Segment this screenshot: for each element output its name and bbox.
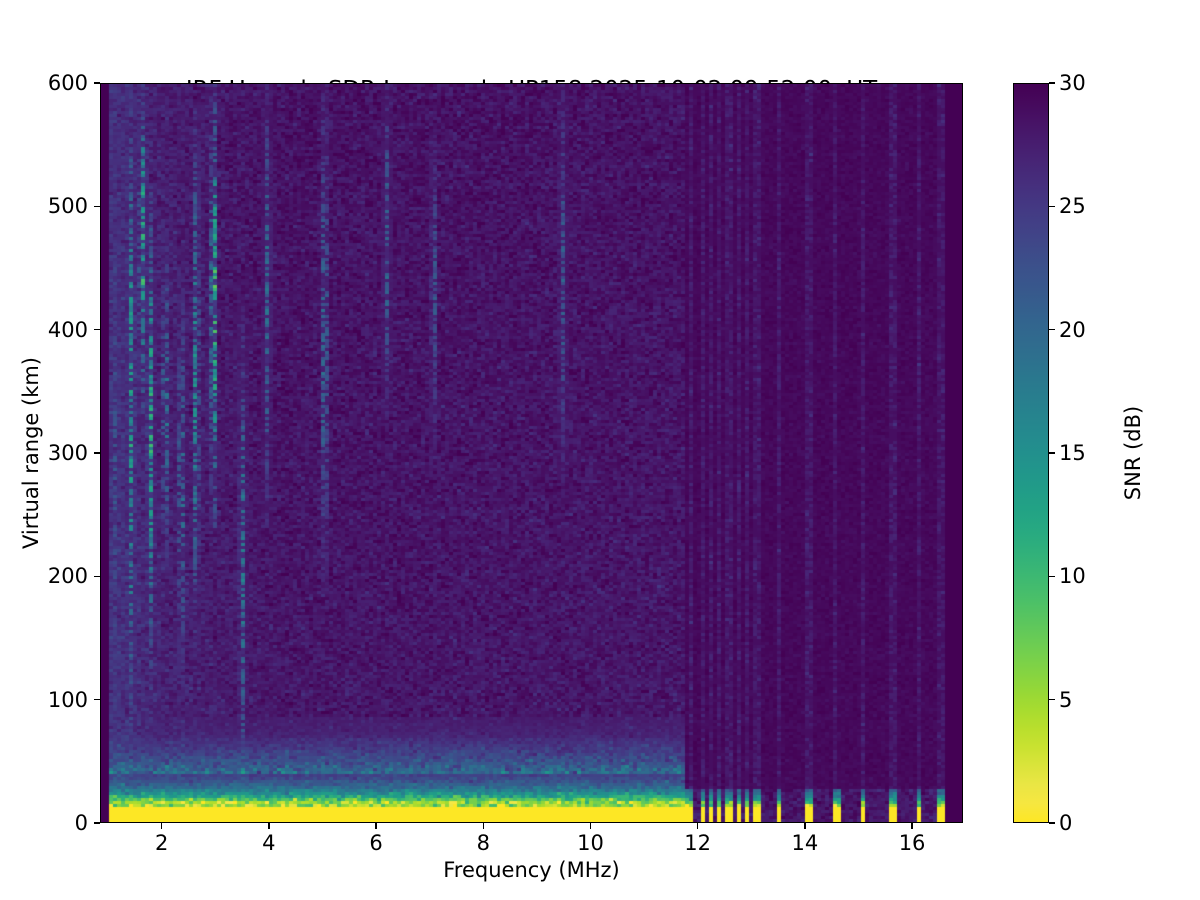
x-tick-16 <box>911 823 913 829</box>
x-tick-label-10: 10 <box>577 831 604 855</box>
y-tick-600 <box>94 82 100 84</box>
x-tick-label-6: 6 <box>369 831 383 855</box>
y-tick-200 <box>94 575 100 578</box>
colorbar-tick-label-10: 10 <box>1059 564 1086 589</box>
colorbar-tick-label-5: 5 <box>1059 687 1073 712</box>
plot-axes <box>100 83 963 823</box>
y-axis-label: Virtual range (km) <box>19 356 43 550</box>
colorbar-tick-5 <box>1049 698 1055 701</box>
x-tick-label-14: 14 <box>791 831 819 855</box>
colorbar-tick-10 <box>1049 575 1055 578</box>
y-tick-label-100: 100 <box>47 687 88 712</box>
colorbar-tick-label-0: 0 <box>1059 811 1073 835</box>
x-tick-6 <box>375 823 377 829</box>
y-tick-label-600: 600 <box>47 71 88 95</box>
colorbar-tick-30 <box>1049 82 1055 84</box>
x-tick-label-12: 12 <box>684 831 712 855</box>
y-tick-100 <box>94 698 100 701</box>
colorbar-tick-0 <box>1049 822 1055 824</box>
y-tick-label-0: 0 <box>74 811 88 835</box>
y-tick-300 <box>94 452 100 454</box>
x-tick-4 <box>268 823 270 829</box>
x-tick-label-8: 8 <box>476 831 490 855</box>
y-tick-400 <box>94 328 100 331</box>
colorbar-tick-25 <box>1049 205 1055 208</box>
x-axis-label: Frequency (MHz) <box>443 858 620 882</box>
y-tick-label-300: 300 <box>47 441 88 465</box>
y-tick-label-400: 400 <box>47 317 88 342</box>
y-tick-label-500: 500 <box>47 194 88 219</box>
colorbar-tick-label-15: 15 <box>1059 441 1086 465</box>
colorbar-tick-label-30: 30 <box>1059 71 1086 95</box>
x-tick-8 <box>482 823 484 829</box>
x-tick-14 <box>804 823 806 829</box>
colorbar-tick-label-25: 25 <box>1059 194 1086 219</box>
x-tick-2 <box>160 823 163 829</box>
colorbar-tick-20 <box>1049 328 1055 331</box>
y-tick-label-200: 200 <box>47 564 88 589</box>
ionogram-heatmap <box>101 84 962 822</box>
colorbar-gradient <box>1014 84 1048 822</box>
colorbar-label: SNR (dB) <box>1121 405 1145 501</box>
x-tick-label-2: 2 <box>154 831 169 855</box>
colorbar-tick-15 <box>1049 452 1055 454</box>
x-tick-12 <box>696 823 699 829</box>
x-tick-label-4: 4 <box>262 831 276 855</box>
colorbar-tick-label-20: 20 <box>1059 317 1086 342</box>
x-tick-label-16: 16 <box>898 831 926 855</box>
x-tick-10 <box>589 823 592 829</box>
y-tick-0 <box>94 822 100 824</box>
y-tick-500 <box>94 205 100 208</box>
colorbar <box>1013 83 1049 823</box>
